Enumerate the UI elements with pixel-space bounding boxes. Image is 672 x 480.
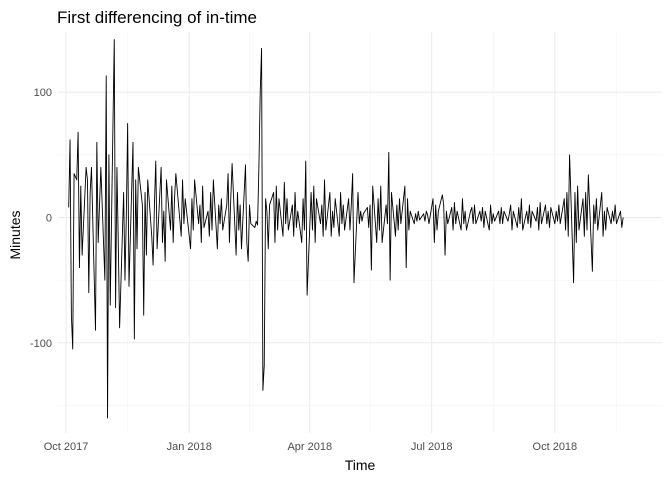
x-axis-title: Time: [345, 457, 376, 473]
x-tick-label: Jan 2018: [167, 441, 212, 453]
x-tick-label: Oct 2017: [44, 441, 89, 453]
y-tick-label: 100: [34, 87, 52, 99]
y-axis-title: Minutes: [7, 210, 23, 259]
x-tick-label: Oct 2018: [533, 441, 578, 453]
chart-title: First differencing of in-time: [57, 8, 257, 27]
series-line: [68, 39, 624, 419]
y-tick-label: -100: [30, 338, 52, 350]
x-tick-label: Apr 2018: [287, 441, 332, 453]
x-tick-label: Jul 2018: [411, 441, 453, 453]
y-axis-ticks: -100 0 100: [30, 87, 52, 350]
y-tick-label: 0: [46, 212, 52, 224]
grid: [58, 32, 662, 433]
x-axis-ticks: Oct 2017 Jan 2018 Apr 2018 Jul 2018 Oct 2018: [44, 441, 577, 453]
